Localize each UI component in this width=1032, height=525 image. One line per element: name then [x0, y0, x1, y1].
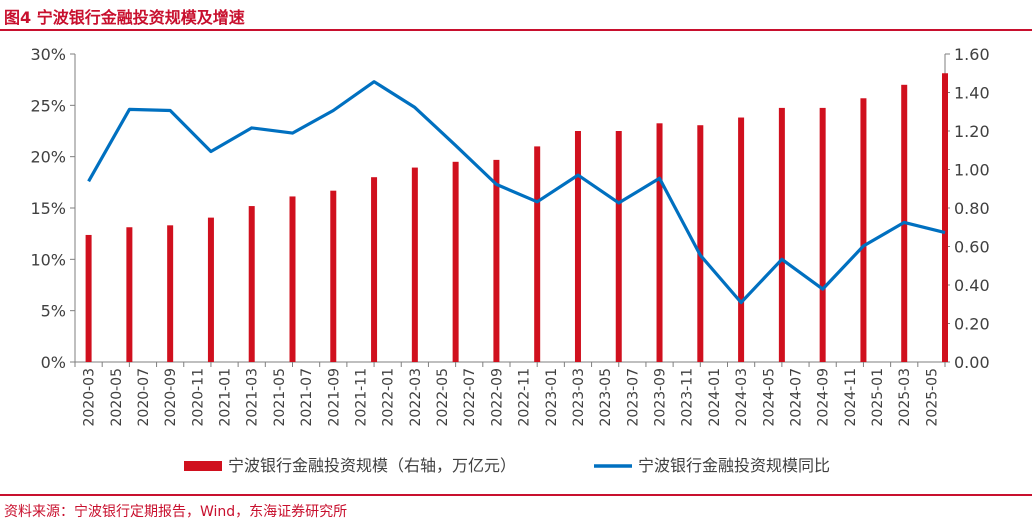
bar [452, 161, 459, 362]
right-axis-tick-label: 0.20 [954, 315, 990, 334]
source-note: 资料来源：宁波银行定期报告，Wind，东海证券研究所 [4, 504, 348, 520]
legend-label-line: 宁波银行金融投资规模同比 [638, 456, 830, 475]
x-axis-tick-label: 2022-07 [462, 368, 478, 427]
x-axis-tick-label: 2021-11 [353, 368, 369, 427]
x-axis-tick-label: 2021-01 [218, 368, 234, 427]
left-axis-tick-label: 25% [30, 96, 66, 115]
x-axis-tick-label: 2025-03 [897, 368, 913, 427]
bar [289, 196, 296, 362]
bar [860, 98, 867, 363]
bar [738, 117, 745, 363]
legend-swatch-bar [184, 461, 222, 471]
figure-title: 图4 宁波银行金融投资规模及增速 [4, 8, 245, 27]
bar [371, 177, 378, 362]
x-axis-tick-label: 2022-11 [517, 368, 533, 427]
x-axis-tick-label: 2021-09 [326, 368, 342, 427]
x-axis-tick-label: 2023-03 [571, 368, 587, 427]
x-axis-tick-label: 2024-03 [734, 368, 750, 427]
bar [167, 225, 174, 362]
bar [819, 107, 826, 363]
bar [248, 206, 255, 362]
right-axis-tick-label: 0.40 [954, 276, 990, 295]
bar [534, 146, 541, 362]
x-axis-tick-label: 2020-07 [136, 368, 152, 427]
axes: 0% 5% 10% 15% 20% 25% 30% 0.00 0.20 0.40 0.60 0.80 1… [30, 45, 989, 427]
right-axis-tick-label: 1.40 [954, 84, 990, 103]
x-axis-tick-label: 2021-03 [245, 368, 261, 427]
x-axis-tick-label: 2025-05 [924, 368, 940, 427]
footer-divider [0, 494, 1032, 496]
right-axis-tick-label: 0.60 [954, 238, 990, 257]
bar [778, 107, 785, 363]
bar [656, 123, 663, 362]
right-axis-tick-label: 0.00 [954, 353, 990, 372]
x-axis-tick-label: 2021-05 [272, 368, 288, 427]
left-axis-tick-label: 15% [30, 199, 66, 218]
x-axis-tick-label: 2024-11 [843, 368, 859, 427]
chart: 0% 5% 10% 15% 20% 25% 30% 0.00 0.20 0.40 0.60 0.80 1… [30, 45, 989, 475]
x-axis-tick-label: 2022-09 [489, 368, 505, 427]
x-axis-tick-label: 2024-07 [788, 368, 804, 427]
left-axis-tick-label: 0% [41, 353, 66, 372]
legend: 宁波银行金融投资规模（右轴，万亿元） 宁波银行金融投资规模同比 [184, 456, 830, 475]
left-axis-tick-label: 5% [41, 302, 66, 321]
bar [207, 217, 214, 362]
x-axis-tick-label: 2023-05 [598, 368, 614, 427]
bar [697, 125, 704, 362]
right-axis-tick-label: 1.20 [954, 122, 990, 141]
x-axis-tick-label: 2024-01 [707, 368, 723, 427]
right-axis-tick-label: 0.80 [954, 199, 990, 218]
title-divider [0, 29, 1032, 31]
x-axis-tick-label: 2023-07 [625, 368, 641, 427]
bar [330, 190, 337, 362]
x-axis-tick-label: 2020-03 [82, 368, 98, 427]
left-axis-tick-label: 10% [30, 250, 66, 269]
x-axis-tick-label: 2020-05 [109, 368, 125, 427]
x-axis-tick-label: 2023-09 [653, 368, 669, 427]
x-axis-tick-label: 2025-01 [870, 368, 886, 427]
bar [615, 131, 622, 362]
right-axis-tick-label: 1.00 [954, 161, 990, 180]
bar [85, 234, 92, 362]
bar-series [85, 73, 948, 363]
x-axis-tick-label: 2022-01 [381, 368, 397, 427]
yoy-line [87, 80, 946, 305]
right-axis-tick-label: 1.60 [954, 45, 990, 64]
legend-label-bar: 宁波银行金融投资规模（右轴，万亿元） [228, 456, 516, 475]
bar [942, 73, 948, 362]
x-axis-tick-label: 2024-05 [761, 368, 777, 427]
line-series [87, 80, 946, 305]
bar [126, 227, 133, 362]
bar [493, 159, 500, 362]
x-axis-tick-label: 2023-01 [544, 368, 560, 427]
left-axis-tick-label: 30% [30, 45, 66, 64]
x-axis-tick-label: 2024-09 [816, 368, 832, 427]
left-axis-tick-label: 20% [30, 148, 66, 167]
x-axis-tick-label: 2020-09 [163, 368, 179, 427]
x-axis-tick-label: 2022-03 [408, 368, 424, 427]
x-axis-tick-label: 2020-11 [190, 368, 206, 427]
bar [411, 167, 418, 362]
x-axis-tick-label: 2021-07 [299, 368, 315, 427]
x-axis-tick-label: 2022-05 [435, 368, 451, 427]
bar [574, 131, 581, 362]
x-axis-tick-label: 2023-11 [680, 368, 696, 427]
